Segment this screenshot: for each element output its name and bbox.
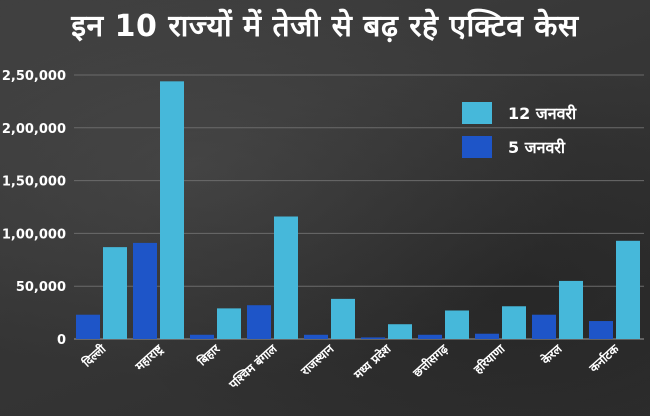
- x-tick-label: पश्चिम बंगाल: [226, 341, 280, 392]
- bar: [331, 298, 355, 339]
- y-tick-label: 1,00,000: [2, 227, 66, 242]
- legend-swatch-5-jan: [462, 136, 492, 158]
- bar: [247, 305, 271, 339]
- x-tick-label: राजस्थान: [298, 341, 338, 379]
- legend-label: 5 जनवरी: [508, 138, 566, 157]
- legend: 12 जनवरी 5 जनवरी: [462, 96, 576, 164]
- bar: [388, 324, 412, 339]
- bar: [475, 333, 499, 339]
- x-tick-label: कर्नाटक: [586, 341, 622, 376]
- bar: [532, 314, 556, 339]
- bar: [418, 334, 442, 339]
- bar: [616, 240, 640, 339]
- bar: [361, 337, 385, 339]
- x-tick-label: हरियाणा: [470, 341, 508, 377]
- y-tick-label: 50,000: [16, 280, 66, 295]
- legend-item-12-jan: 12 जनवरी: [462, 96, 576, 130]
- y-axis-ticks: 0 50,000 1,00,000 1,50,000 2,00,000 2,50,000: [2, 69, 66, 348]
- bar: [502, 306, 526, 339]
- bar: [133, 242, 157, 339]
- bars: [76, 81, 640, 339]
- bar: [190, 334, 214, 339]
- legend-swatch-12-jan: [462, 102, 492, 124]
- x-axis-ticks: दिल्ली महाराष्ट्र बिहार पश्चिम बंगाल राजस्था…: [79, 341, 622, 392]
- bar: [160, 81, 184, 339]
- bar: [76, 314, 100, 339]
- y-tick-label: 2,00,000: [2, 122, 66, 137]
- y-tick-label: 0: [57, 333, 66, 348]
- bar: [103, 247, 127, 339]
- x-tick-label: महाराष्ट्र: [132, 341, 166, 374]
- chart-title: इन 10 राज्यों में तेजी से बढ़ रहे एक्टिव…: [71, 9, 579, 44]
- x-tick-label: केरल: [538, 341, 565, 368]
- bar: [304, 334, 328, 339]
- x-tick-label: छत्तीसगढ़: [410, 341, 452, 381]
- bar: [274, 216, 298, 339]
- bar: [445, 310, 469, 339]
- bar: [559, 280, 583, 339]
- x-tick-label: बिहार: [194, 341, 223, 369]
- x-tick-label: मध्य प्रदेश: [351, 341, 395, 382]
- legend-item-5-jan: 5 जनवरी: [462, 130, 576, 164]
- bar: [217, 308, 241, 339]
- y-tick-label: 1,50,000: [2, 175, 66, 190]
- legend-label: 12 जनवरी: [508, 104, 577, 123]
- bar: [589, 321, 613, 339]
- y-tick-label: 2,50,000: [2, 69, 66, 84]
- x-tick-label: दिल्ली: [79, 341, 109, 370]
